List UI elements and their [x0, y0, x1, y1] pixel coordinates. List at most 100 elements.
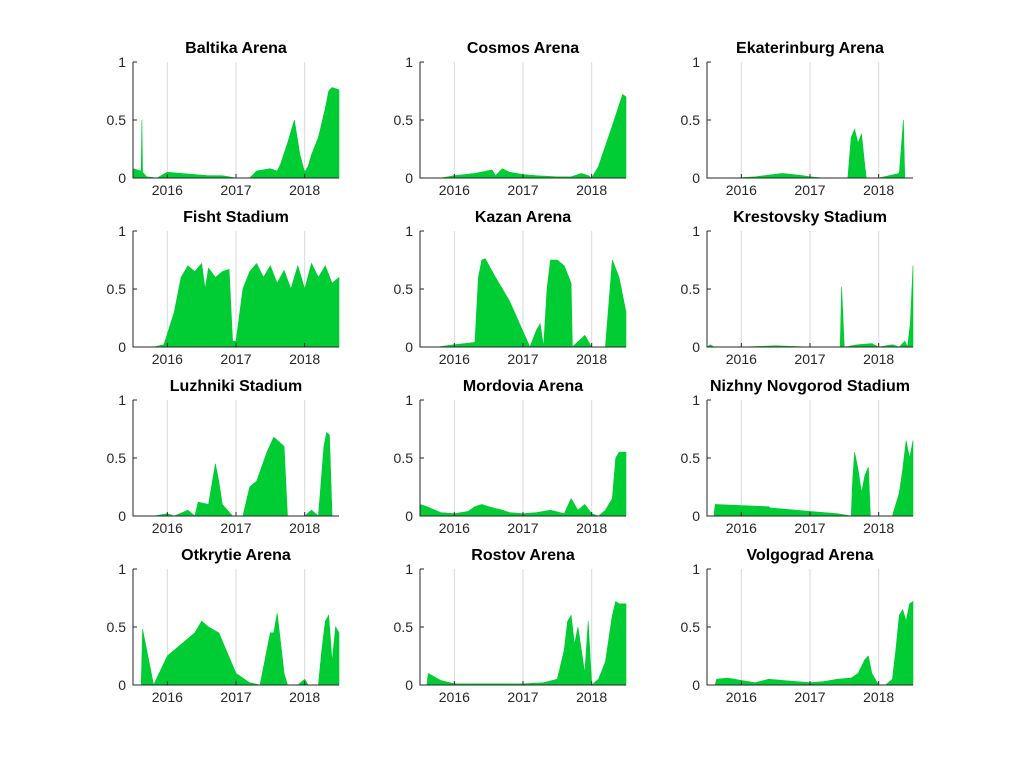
y-tick-label: 1	[118, 223, 126, 239]
x-tick-label: 2017	[794, 520, 825, 536]
y-tick-label: 0.5	[394, 619, 414, 635]
x-tick-label: 2018	[863, 520, 894, 536]
y-tick-label: 0.5	[394, 281, 414, 297]
panel-krestovsky-stadium: 2016 2017 2018 0 0.5 1 Krestovsky Stadium	[681, 209, 914, 367]
y-tick-label: 1	[405, 223, 413, 239]
panel-cosmos-arena: 2016 2017 2018 0 0.5 1 Cosmos Arena	[394, 40, 627, 198]
x-tick-label: 2016	[152, 520, 183, 536]
panel-rostov-arena: 2016 2017 2018 0 0.5 1 Rostov Arena	[394, 547, 627, 705]
y-tick-label: 1	[405, 561, 413, 577]
panel-ekaterinburg-arena: 2016 2017 2018 0 0.5 1 Ekaterinburg Arena	[681, 40, 913, 198]
y-tick-label: 0	[692, 170, 700, 186]
x-tick-label: 2017	[507, 689, 538, 705]
y-tick-label: 0.5	[107, 619, 127, 635]
panel-luzhniki-stadium: 2016 2017 2018 0 0.5 1 Luzhniki Stadium	[107, 378, 339, 536]
y-tick-label: 0	[405, 508, 413, 524]
y-tick-label: 0.5	[681, 619, 701, 635]
x-tick-label: 2016	[439, 689, 470, 705]
x-tick-label: 2017	[507, 351, 538, 367]
area-series	[420, 258, 627, 348]
y-tick-label: 0	[118, 339, 126, 355]
area-series	[132, 87, 340, 179]
y-tick-label: 1	[692, 392, 700, 408]
x-tick-label: 2018	[863, 351, 894, 367]
y-tick-label: 0.5	[107, 112, 127, 128]
x-tick-label: 2018	[863, 182, 894, 198]
x-tick-label: 2016	[726, 689, 757, 705]
y-tick-label: 0	[405, 677, 413, 693]
y-tick-label: 1	[692, 561, 700, 577]
y-tick-label: 1	[118, 561, 126, 577]
x-tick-label: 2017	[507, 520, 538, 536]
y-tick-label: 0.5	[394, 112, 414, 128]
y-tick-label: 0	[118, 508, 126, 524]
y-tick-label: 0.5	[394, 450, 414, 466]
panel-title: Kazan Arena	[475, 209, 571, 226]
panel-title: Luzhniki Stadium	[170, 378, 302, 395]
y-tick-label: 0	[118, 677, 126, 693]
panel-volgograd-arena: 2016 2017 2018 0 0.5 1 Volgograd Arena	[681, 547, 914, 705]
y-tick-label: 1	[118, 392, 126, 408]
x-tick-label: 2017	[794, 351, 825, 367]
x-tick-label: 2016	[152, 351, 183, 367]
panel-mordovia-arena: 2016 2017 2018 0 0.5 1 Mordovia Arena	[394, 378, 627, 536]
y-tick-label: 0.5	[107, 450, 127, 466]
x-tick-label: 2016	[152, 182, 183, 198]
y-tick-label: 0.5	[681, 112, 701, 128]
x-tick-label: 2017	[794, 182, 825, 198]
area-series	[133, 262, 340, 348]
x-tick-label: 2018	[289, 351, 320, 367]
area-series	[707, 440, 914, 517]
y-tick-label: 0	[405, 170, 413, 186]
panel-baltika-arena: 2016 2017 2018 0 0.5 1 Baltika Arena	[107, 40, 340, 198]
y-tick-label: 1	[118, 54, 126, 70]
x-tick-label: 2017	[220, 182, 251, 198]
panel-fisht-stadium: 2016 2017 2018 0 0.5 1 Fisht Stadium	[107, 209, 340, 367]
x-tick-label: 2017	[794, 689, 825, 705]
panel-title: Baltika Arena	[185, 40, 287, 57]
panel-title: Cosmos Arena	[467, 40, 579, 57]
panel-title: Mordovia Arena	[463, 378, 583, 395]
x-tick-label: 2016	[726, 351, 757, 367]
x-tick-label: 2018	[576, 689, 607, 705]
x-tick-label: 2016	[726, 182, 757, 198]
area-series	[133, 431, 339, 517]
x-tick-label: 2018	[289, 182, 320, 198]
x-tick-label: 2017	[220, 520, 251, 536]
x-tick-label: 2018	[576, 351, 607, 367]
x-tick-label: 2016	[726, 520, 757, 536]
area-series	[420, 94, 627, 179]
x-tick-label: 2016	[439, 520, 470, 536]
y-tick-label: 1	[405, 392, 413, 408]
panel-title: Ekaterinburg Arena	[736, 40, 884, 57]
x-tick-label: 2018	[863, 689, 894, 705]
y-tick-label: 1	[692, 54, 700, 70]
panel-title: Krestovsky Stadium	[733, 209, 887, 226]
area-series	[419, 451, 627, 517]
y-tick-label: 0.5	[107, 281, 127, 297]
y-tick-label: 0.5	[681, 281, 701, 297]
y-tick-label: 0.5	[681, 450, 701, 466]
panel-otkrytie-arena: 2016 2017 2018 0 0.5 1 Otkrytie Arena	[107, 547, 340, 705]
x-tick-label: 2018	[289, 520, 320, 536]
panel-nizhny-novgorod-stadium: 2016 2017 2018 0 0.5 1 Nizhny Novgorod Stadium	[681, 378, 914, 536]
y-tick-label: 0	[692, 508, 700, 524]
panel-title: Volgograd Arena	[746, 547, 873, 564]
area-series	[133, 613, 340, 686]
panel-title: Rostov Arena	[471, 547, 575, 564]
y-tick-label: 0	[692, 677, 700, 693]
panel-title: Fisht Stadium	[183, 209, 289, 226]
panel-title: Nizhny Novgorod Stadium	[710, 378, 910, 395]
y-tick-label: 1	[692, 223, 700, 239]
y-tick-label: 0	[405, 339, 413, 355]
x-tick-label: 2016	[439, 182, 470, 198]
x-tick-label: 2017	[507, 182, 538, 198]
y-tick-label: 0	[118, 170, 126, 186]
area-series	[707, 600, 914, 686]
x-tick-label: 2016	[152, 689, 183, 705]
panel-kazan-arena: 2016 2017 2018 0 0.5 1 Kazan Arena	[394, 209, 627, 367]
y-tick-label: 0	[692, 339, 700, 355]
area-series	[707, 119, 913, 179]
x-tick-label: 2017	[220, 351, 251, 367]
